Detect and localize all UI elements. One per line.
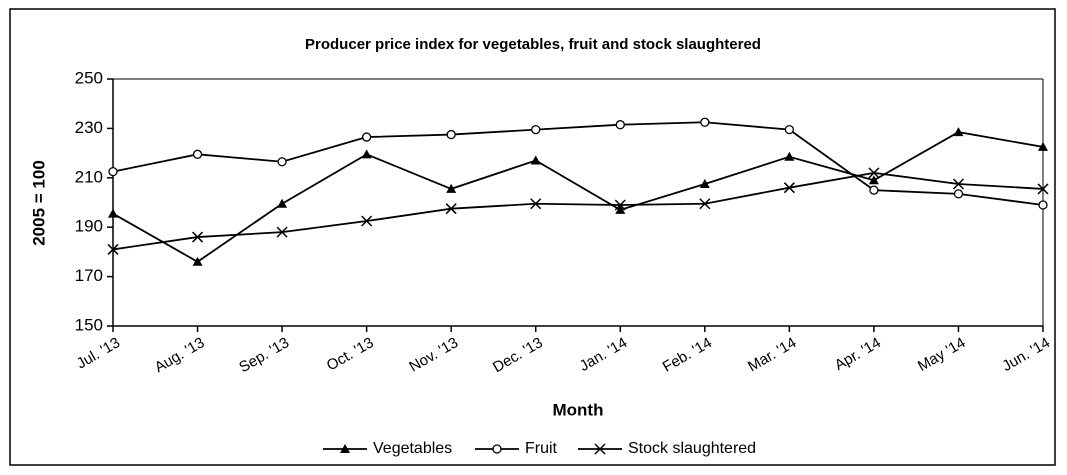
legend-label: Vegetables [373, 440, 452, 457]
marker [783, 182, 795, 194]
marker [615, 204, 626, 214]
marker [340, 444, 350, 453]
marker [108, 166, 118, 177]
marker [445, 203, 457, 215]
marker [1037, 183, 1049, 195]
marker [446, 129, 456, 140]
marker [594, 443, 606, 455]
y-tick-label: 230 [75, 118, 103, 137]
marker [784, 124, 795, 135]
marker [108, 208, 118, 218]
y-axis-title: 2005 = 100 [29, 160, 48, 246]
series-line [112, 121, 1044, 206]
marker [277, 157, 287, 167]
marker [531, 124, 541, 135]
y-tick-label: 250 [75, 68, 103, 87]
marker [492, 444, 502, 454]
marker [699, 178, 710, 188]
marker [699, 198, 711, 210]
marker [614, 199, 626, 211]
marker [1038, 200, 1048, 210]
y-tick-label: 170 [75, 266, 103, 285]
marker [869, 185, 879, 195]
marker [361, 149, 372, 159]
marker [530, 198, 542, 210]
y-tick-label: 190 [75, 217, 103, 236]
marker [530, 155, 541, 165]
chart-frame [9, 8, 1056, 466]
marker [277, 198, 288, 208]
marker [361, 215, 373, 227]
y-tick-label: 210 [75, 167, 103, 186]
marker [700, 117, 710, 127]
marker [446, 183, 457, 193]
marker [784, 151, 795, 161]
marker [276, 226, 288, 238]
marker [953, 127, 964, 137]
legend-label: Stock slaughtered [628, 440, 756, 457]
marker [615, 120, 625, 130]
series-line [112, 171, 1044, 251]
x-axis-title: Month [553, 400, 604, 419]
marker [192, 231, 204, 243]
marker [361, 132, 372, 142]
marker [1038, 141, 1048, 151]
marker [192, 149, 203, 159]
marker [952, 178, 964, 190]
y-tick-label: 150 [75, 315, 103, 334]
marker [953, 189, 964, 199]
chart-title: Producer price index for vegetables, fru… [305, 36, 761, 53]
marker [868, 175, 879, 185]
legend-label: Fruit [525, 440, 558, 457]
marker [868, 167, 880, 179]
series-line [112, 131, 1044, 263]
marker [107, 243, 119, 255]
marker [192, 256, 203, 266]
